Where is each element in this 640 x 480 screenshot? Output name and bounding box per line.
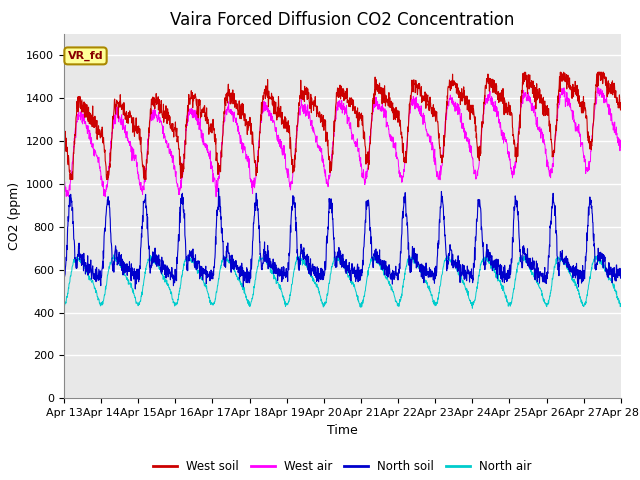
North soil <box>332 263 339 269</box>
North soil <box>601 254 609 260</box>
North soil <box>60 276 68 281</box>
West soil <box>520 69 528 75</box>
West soil <box>499 100 506 106</box>
Text: VR_fd: VR_fd <box>68 51 103 61</box>
West soil <box>60 138 68 144</box>
West soil <box>617 100 625 106</box>
North air <box>332 255 339 261</box>
Y-axis label: CO2 (ppm): CO2 (ppm) <box>8 182 20 250</box>
Line: North air: North air <box>64 255 621 308</box>
West air <box>601 100 609 106</box>
North air <box>60 302 68 308</box>
West air <box>617 144 625 150</box>
West soil <box>601 75 609 81</box>
West air <box>65 194 72 200</box>
Title: Vaira Forced Diffusion CO2 Concentration: Vaira Forced Diffusion CO2 Concentration <box>170 11 515 29</box>
North air <box>602 267 609 273</box>
North air <box>89 278 97 284</box>
North soil <box>131 286 139 292</box>
North air <box>317 294 324 300</box>
North air <box>499 283 507 289</box>
North soil <box>317 265 324 271</box>
West air <box>499 133 506 139</box>
Line: West soil: West soil <box>64 72 621 180</box>
Line: West air: West air <box>64 85 621 197</box>
West air <box>602 97 609 103</box>
West soil <box>89 103 97 109</box>
West soil <box>67 177 74 182</box>
North soil <box>88 265 96 271</box>
West air <box>89 143 97 149</box>
West air <box>60 187 68 193</box>
North soil <box>617 272 625 278</box>
North soil <box>215 186 223 192</box>
West soil <box>331 118 339 124</box>
North soil <box>602 262 609 268</box>
Legend: West soil, West air, North soil, North air: West soil, West air, North soil, North a… <box>148 456 536 478</box>
North air <box>109 252 117 258</box>
North air <box>601 268 609 274</box>
West soil <box>316 114 324 120</box>
Line: North soil: North soil <box>64 189 621 289</box>
North air <box>617 300 625 306</box>
X-axis label: Time: Time <box>327 424 358 437</box>
West air <box>594 82 602 88</box>
North soil <box>499 269 507 275</box>
West air <box>316 144 324 150</box>
West air <box>331 117 339 122</box>
North air <box>60 305 68 311</box>
West soil <box>602 76 609 82</box>
